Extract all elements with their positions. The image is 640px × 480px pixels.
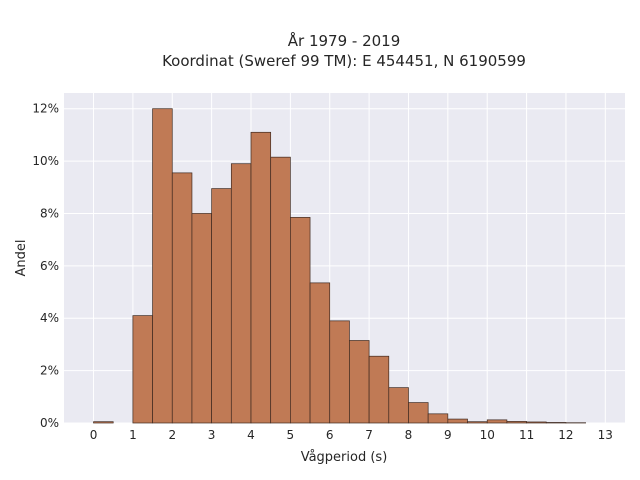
x-tick-label: 10 bbox=[480, 428, 495, 442]
histogram-bar bbox=[152, 108, 173, 424]
x-tick-label: 5 bbox=[287, 428, 295, 442]
histogram-bar bbox=[506, 421, 527, 424]
x-tick-label: 2 bbox=[168, 428, 176, 442]
x-tick-label: 3 bbox=[208, 428, 216, 442]
x-tick-label: 13 bbox=[598, 428, 613, 442]
histogram-bar bbox=[329, 320, 350, 424]
x-tick-label: 1 bbox=[129, 428, 137, 442]
chart-title: År 1979 - 2019 bbox=[288, 31, 401, 50]
histogram-bar bbox=[467, 421, 488, 424]
histogram-bar bbox=[171, 172, 193, 424]
x-tick-label: 8 bbox=[405, 428, 413, 442]
histogram-bar bbox=[230, 163, 252, 424]
chart-subtitle: Koordinat (Sweref 99 TM): E 454451, N 61… bbox=[162, 52, 526, 70]
histogram-bar bbox=[486, 419, 508, 424]
y-tick-label: 2% bbox=[40, 364, 59, 378]
histogram-bar bbox=[132, 315, 153, 424]
y-tick-label: 8% bbox=[40, 206, 59, 220]
x-axis-label: Vågperiod (s) bbox=[301, 450, 388, 465]
histogram-bar bbox=[349, 340, 370, 424]
histogram-bar bbox=[408, 402, 429, 424]
histogram-bar bbox=[368, 355, 390, 424]
y-tick-label: 0% bbox=[40, 416, 59, 430]
histogram-bar bbox=[388, 387, 409, 424]
x-tick-label: 7 bbox=[365, 428, 373, 442]
y-tick-label: 6% bbox=[40, 259, 59, 273]
histogram-bar bbox=[526, 421, 547, 424]
x-tick-label: 4 bbox=[247, 428, 255, 442]
y-tick-labels: 0% 2% 4% 6% 8% 10% 12% bbox=[32, 102, 59, 430]
y-axis-label: Andel bbox=[14, 240, 29, 277]
histogram-bar bbox=[427, 413, 449, 424]
y-tick-label: 12% bbox=[32, 102, 59, 116]
histogram-bar bbox=[250, 131, 272, 424]
histogram-bar bbox=[191, 213, 212, 424]
histogram-bar bbox=[290, 217, 311, 424]
histogram-bar bbox=[545, 422, 567, 424]
histogram-bar bbox=[93, 421, 114, 424]
x-tick-label: 12 bbox=[558, 428, 573, 442]
histogram-bar bbox=[270, 156, 291, 424]
histogram-bar bbox=[309, 282, 331, 424]
bars bbox=[93, 108, 586, 424]
histogram-bar bbox=[447, 418, 468, 424]
histogram-bar bbox=[211, 188, 232, 424]
y-tick-label: 10% bbox=[32, 154, 59, 168]
y-tick-label: 4% bbox=[40, 311, 59, 325]
x-tick-labels: 0 1 2 3 4 5 6 7 8 9 10 11 12 13 bbox=[90, 428, 613, 442]
x-tick-label: 11 bbox=[519, 428, 534, 442]
x-tick-label: 9 bbox=[444, 428, 452, 442]
x-tick-label: 6 bbox=[326, 428, 334, 442]
x-tick-label: 0 bbox=[90, 428, 98, 442]
